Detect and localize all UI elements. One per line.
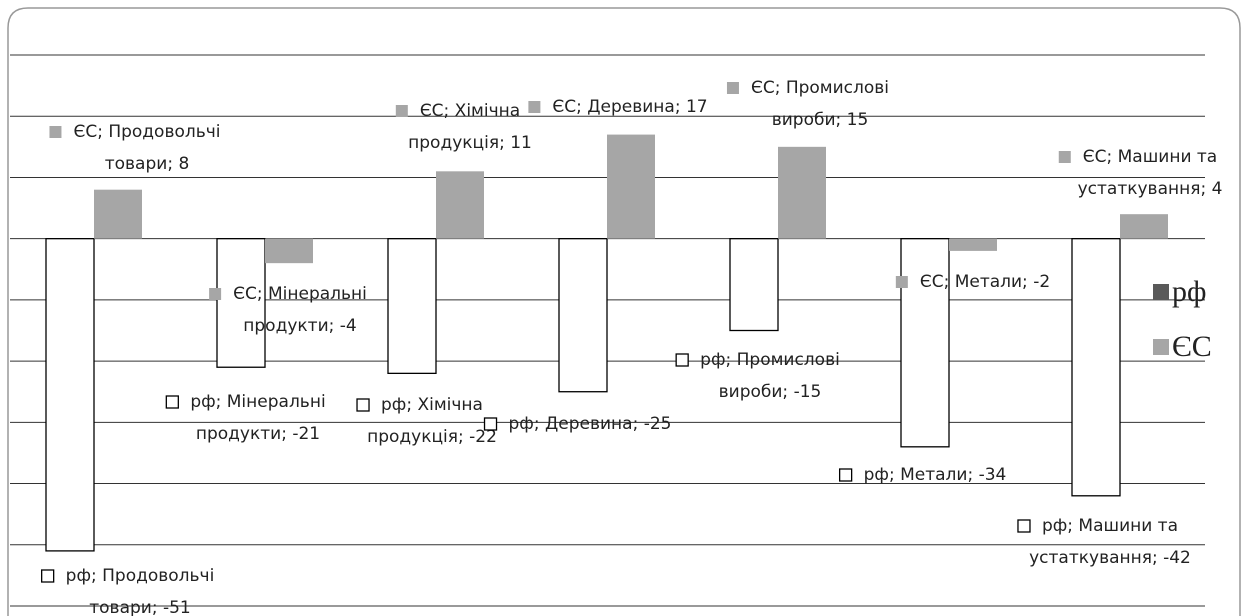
bar (607, 134, 655, 239)
data-label: продукти; -21 (196, 424, 320, 444)
bar (216, 238, 266, 368)
bar (387, 238, 437, 375)
bar (729, 238, 779, 332)
data-label: рф; Машини та (1042, 516, 1178, 536)
data-label: устаткування; -42 (1029, 548, 1191, 568)
data-label: ЄС; Хімічна (420, 101, 520, 121)
bar (949, 238, 997, 251)
data-label: продукція; 11 (408, 133, 532, 153)
data-label: товари; 8 (105, 154, 190, 174)
data-label: вироби; 15 (772, 110, 869, 130)
bar (436, 171, 484, 239)
label-marker (675, 353, 689, 367)
label-marker (528, 101, 541, 113)
data-label: товари; -51 (89, 598, 190, 616)
data-label: рф; Деревина; -25 (509, 414, 672, 434)
data-label: ЄС; Машини та (1083, 147, 1217, 167)
bar (1071, 238, 1121, 497)
label-marker (1058, 151, 1071, 163)
data-label: продукти; -4 (243, 316, 356, 336)
label-marker (483, 417, 498, 431)
data-label: вироби; -15 (719, 382, 822, 402)
bar (558, 238, 608, 393)
label-marker (356, 398, 370, 412)
legend-label: рф (1172, 275, 1206, 308)
data-label: ЄС; Промислові (751, 78, 889, 98)
label-marker (395, 105, 408, 117)
label-marker (838, 468, 853, 482)
data-label: рф; Мінеральні (190, 392, 325, 412)
data-label: рф; Продовольчі (66, 566, 215, 586)
legend-swatch (1153, 339, 1169, 355)
bar (265, 238, 313, 264)
legend-swatch (1153, 284, 1169, 300)
label-marker (49, 126, 62, 138)
data-label: рф; Промислові (700, 350, 840, 370)
bar (45, 238, 95, 552)
data-label: ЄС; Мінеральні (233, 284, 367, 304)
data-label: продукція; -22 (367, 427, 497, 447)
bar (1120, 214, 1168, 239)
data-label: рф; Метали; -34 (864, 465, 1007, 485)
label-marker (1017, 519, 1031, 533)
label-marker (41, 569, 55, 583)
data-label: ЄС; Продовольчі (73, 122, 220, 142)
label-marker (165, 395, 179, 409)
label-marker (726, 82, 739, 94)
label-marker (895, 276, 908, 288)
data-label: рф; Хімічна (381, 395, 483, 415)
frame (7, 7, 1241, 616)
legend-label: ЄС (1172, 330, 1212, 363)
data-label: ЄС; Метали; -2 (920, 272, 1050, 292)
bar (778, 146, 826, 239)
data-label: ЄС; Деревина; 17 (552, 97, 707, 117)
data-label: устаткування; 4 (1078, 179, 1223, 199)
bar (94, 189, 142, 239)
label-marker (209, 288, 222, 300)
bar (900, 238, 950, 448)
